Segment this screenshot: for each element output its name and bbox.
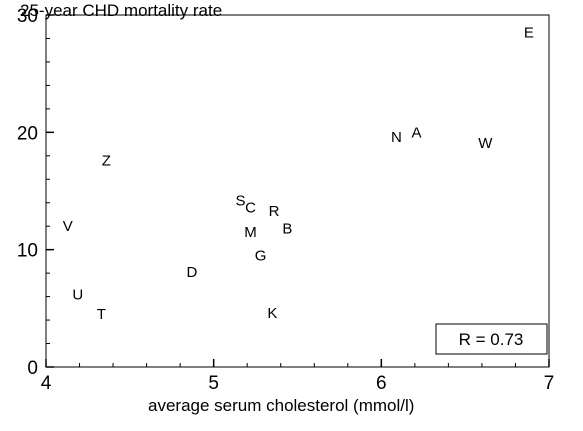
point-G: G [255, 248, 267, 265]
point-N: N [391, 129, 402, 146]
point-M: M [244, 224, 257, 241]
point-S: S [235, 192, 245, 209]
x-tick-labels: 4 5 6 7 [41, 373, 555, 394]
y-tick-labels: 0 10 20 30 [17, 6, 38, 379]
y-tick-label: 10 [17, 241, 38, 262]
correlation-box-frame [435, 323, 548, 355]
point-V: V [63, 218, 73, 235]
y-tick-label: 30 [17, 6, 38, 27]
data-points: E AN W Z S C R V B MG D UT K [63, 25, 534, 324]
y-tick-label: 0 [27, 358, 38, 379]
major-ticks [45, 14, 550, 368]
point-U: U [72, 286, 83, 303]
x-tick-label: 6 [376, 373, 387, 394]
point-B: B [282, 221, 292, 238]
point-T: T [97, 306, 106, 323]
point-K: K [267, 305, 277, 322]
point-W: W [478, 135, 493, 152]
point-E: E [524, 25, 534, 42]
x-axis-label: average serum cholesterol (mmol/l) [148, 396, 415, 415]
minor-ticks [45, 14, 550, 368]
plot-frame [45, 14, 550, 368]
point-Z: Z [102, 152, 111, 169]
x-tick-label: 5 [208, 373, 219, 394]
correlation-box: R = 0.73 [435, 323, 548, 355]
point-A: A [412, 124, 422, 141]
x-tick-label: 4 [41, 373, 52, 394]
point-C: C [245, 199, 256, 216]
y-tick-label: 20 [17, 123, 38, 144]
correlation-label: R = 0.73 [459, 330, 524, 349]
point-D: D [186, 264, 197, 281]
x-tick-label: 7 [544, 373, 555, 394]
point-R: R [269, 203, 280, 220]
